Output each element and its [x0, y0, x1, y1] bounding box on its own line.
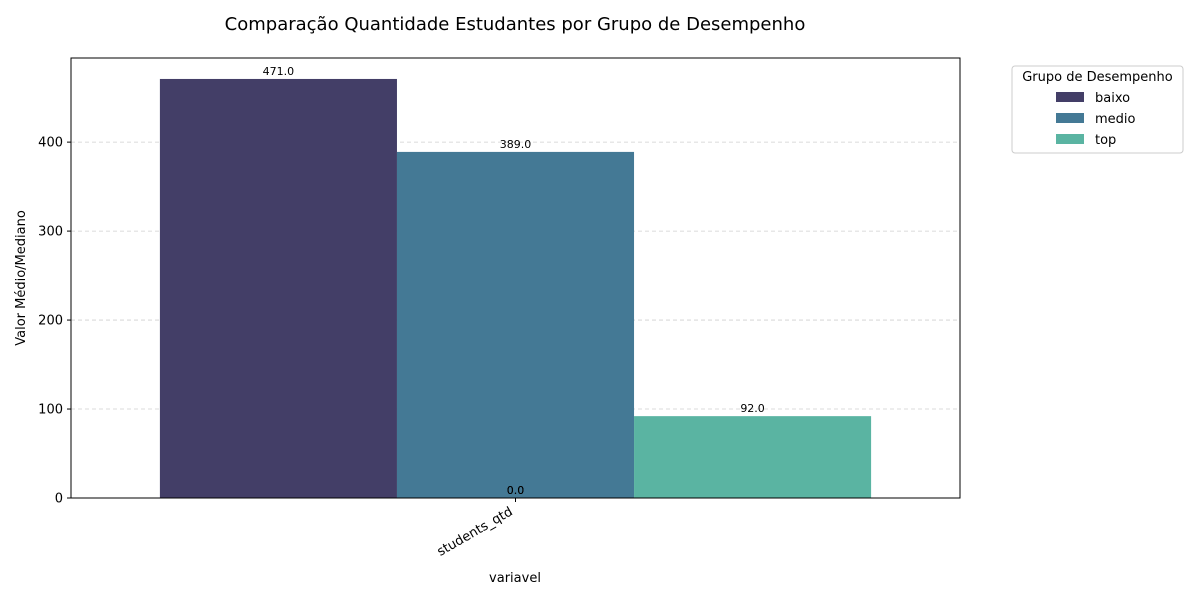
legend-label-top: top — [1095, 133, 1116, 148]
y-tick-label: 100 — [38, 403, 63, 418]
legend-swatch-baixo — [1056, 92, 1084, 102]
bar-value-label: 92.0 — [740, 402, 765, 415]
legend: Grupo de Desempenho baixo medio top — [1011, 65, 1184, 154]
bar-value-label: 471.0 — [263, 65, 295, 78]
y-axis-label: Valor Médio/Mediano — [14, 210, 29, 346]
x-tick-label: students_qtd — [435, 504, 516, 559]
x-axis-label: variavel — [489, 571, 541, 586]
legend-label-baixo: baixo — [1095, 91, 1130, 106]
legend-frame — [1011, 65, 1184, 154]
chart-title: Comparação Quantidade Estudantes por Gru… — [225, 14, 806, 35]
legend-label-medio: medio — [1095, 112, 1136, 127]
y-tick-label: 400 — [38, 136, 63, 151]
zero-annotation: 0.0 — [507, 484, 525, 497]
x-axis: students_qtd — [435, 498, 516, 560]
y-tick-label: 300 — [38, 225, 63, 240]
zero-annotation: 0.0 — [507, 484, 525, 497]
y-tick-label: 200 — [38, 314, 63, 329]
legend-swatch-medio — [1056, 113, 1084, 123]
bar-top — [634, 416, 872, 498]
legend-title: Grupo de Desempenho — [1022, 70, 1173, 85]
y-axis: 0 100 200 300 400 — [38, 136, 71, 507]
bar-medio — [396, 151, 635, 498]
bar-baixo — [159, 78, 397, 498]
y-tick-label: 0 — [55, 492, 63, 507]
bars — [159, 78, 872, 498]
legend-swatch-top — [1056, 134, 1084, 144]
bar-value-label: 389.0 — [500, 138, 532, 151]
